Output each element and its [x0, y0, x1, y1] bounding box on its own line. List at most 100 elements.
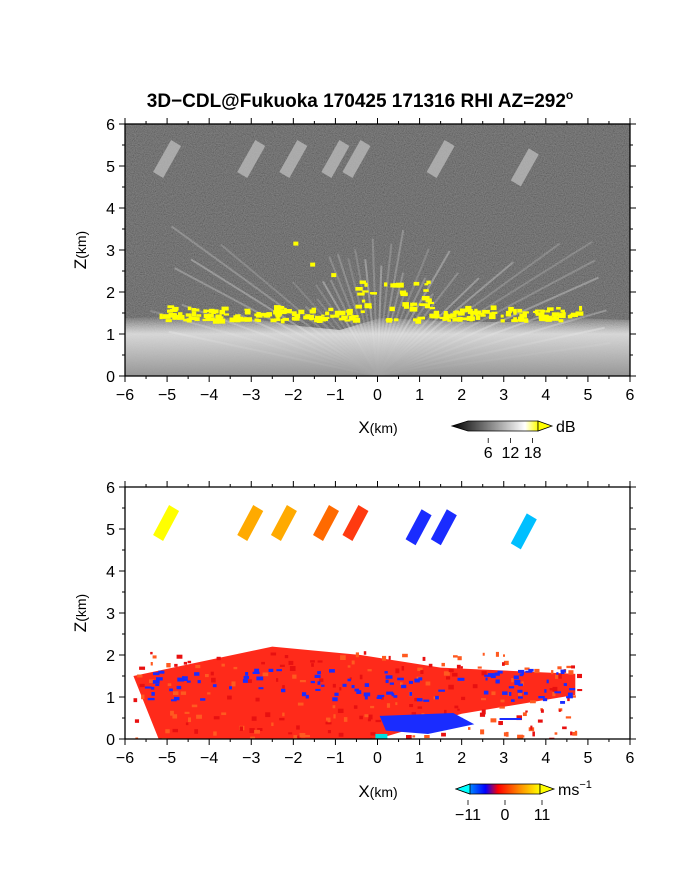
- reflectivity-yellow-cell: [402, 302, 409, 307]
- velocity-positive-cell: [502, 662, 505, 666]
- velocity-positive-cell: [461, 696, 466, 701]
- x-tick-label: −5: [158, 387, 176, 404]
- velocity-negative-cell: [186, 680, 191, 683]
- reflectivity-yellow-cell: [443, 315, 450, 321]
- velocity-streak: [153, 505, 180, 541]
- reflectivity-yellow-cell: [490, 315, 496, 319]
- y-tick-label: 1: [106, 690, 115, 707]
- velocity-positive-cell: [139, 666, 146, 670]
- reflectivity-yellow-cell: [338, 317, 347, 321]
- velocity-positive-cell: [503, 660, 509, 666]
- velocity-positive-cell: [173, 691, 179, 696]
- reflectivity-yellow-cell: [330, 314, 334, 318]
- velocity-positive-cell: [139, 683, 145, 688]
- x-tick-label: −2: [284, 387, 302, 404]
- reflectivity-yellow-cell: [384, 282, 388, 287]
- reflectivity-yellow-cell: [535, 309, 539, 314]
- velocity-positive-cell: [340, 655, 346, 661]
- velocity-positive-cell: [289, 666, 296, 671]
- velocity-negative-cell: [252, 671, 260, 674]
- reflectivity-yellow-cell: [459, 308, 468, 313]
- velocity-positive-cell: [500, 699, 505, 703]
- velocity-negative-cell: [332, 697, 338, 702]
- velocity-positive-cell: [172, 714, 178, 719]
- reflectivity-yellow-cell: [280, 318, 285, 324]
- velocity-negative-cell: [518, 683, 523, 687]
- velocity-negative-cell: [347, 678, 351, 682]
- reflectivity-yellow-cell: [500, 314, 504, 318]
- velocity-positive-cell: [482, 652, 485, 656]
- reflectivity-yellow-cell: [519, 313, 527, 318]
- velocity-positive-cell: [265, 712, 271, 718]
- velocity-positive-cell: [349, 677, 352, 680]
- velocity-streak: [237, 505, 264, 541]
- reflectivity-yellow-cell: [341, 315, 348, 319]
- reflectivity-yellow-cell: [517, 308, 523, 313]
- velocity-positive-cell: [172, 728, 178, 733]
- velocity-positive-cell: [359, 715, 363, 720]
- reflectivity-yellow-cell: [333, 314, 340, 317]
- reflectivity-yellow-cell: [418, 303, 423, 306]
- reflectivity-yellow-cell: [239, 317, 247, 322]
- velocity-positive-cell: [257, 728, 263, 731]
- reflectivity-yellow-cell: [244, 308, 251, 311]
- velocity-panel: −6 −5 −4 −3 −2 −1 0 1 2 3 4 5 6 0 1 2 3 4 5 6 X(km) Z(km) m…: [71, 480, 636, 824]
- y-tick-label: 1: [106, 327, 115, 344]
- velocity-positive-cell: [317, 660, 323, 663]
- velocity-positive-cell: [221, 712, 227, 716]
- reflectivity-yellow-cell: [412, 302, 418, 306]
- reflectivity-yellow-cell: [311, 307, 317, 313]
- velocity-positive-cell: [363, 651, 367, 655]
- velocity-negative-cell: [556, 672, 559, 675]
- velocity-colorbar-right-arrow: [539, 783, 556, 795]
- velocity-positive-cell: [351, 660, 355, 665]
- velocity-colorbar-left-arrow: [454, 783, 471, 795]
- velocity-negative-cell: [457, 677, 465, 681]
- velocity-negative-cell: [484, 674, 492, 677]
- reflectivity-yellow-cell: [263, 315, 271, 318]
- reflectivity-yellow-cell: [393, 318, 399, 322]
- reflectivity-yellow-cell: [233, 317, 241, 323]
- velocity-positive-cell: [211, 677, 216, 683]
- velocity-negative-cell: [182, 676, 185, 680]
- velocity-negative-cell: [544, 689, 547, 693]
- y-tick-label: 4: [106, 564, 115, 581]
- reflectivity-yellow-cell: [276, 315, 280, 320]
- reflectivity-yellow-cell: [547, 318, 551, 322]
- velocity-positive-cell: [454, 705, 459, 709]
- reflectivity-yellow-cell: [322, 317, 329, 321]
- velocity-negative-cell: [483, 690, 489, 695]
- velocity-negative-body: [379, 712, 475, 734]
- reflectivity-yellow-cell: [254, 318, 259, 322]
- reflectivity-yellow-cell: [479, 312, 485, 315]
- reflectivity-yellow-cell: [347, 308, 353, 314]
- velocity-negative-cell: [518, 669, 525, 673]
- reflectivity-yellow-cell: [575, 311, 584, 316]
- velocity-positive-cell: [297, 702, 304, 706]
- colorbar-tick-label: 18: [524, 445, 542, 462]
- velocity-positive-cell: [327, 717, 331, 723]
- velocity-positive-cell: [386, 703, 391, 708]
- x-tick-label: 2: [457, 387, 466, 404]
- velocity-positive-cell: [185, 722, 189, 726]
- velocity-positive-cell: [231, 681, 236, 687]
- reflectivity-yellow-cell: [443, 313, 449, 318]
- velocity-negative-cell: [151, 692, 155, 696]
- reflectivity-yellow-cell: [506, 310, 512, 314]
- velocity-negative-cell: [197, 680, 201, 684]
- velocity-positive-cell: [187, 660, 192, 664]
- velocity-negative-cell: [508, 692, 512, 696]
- velocity-upper-streaks: [153, 505, 537, 739]
- reflectivity-yellow-cell: [279, 307, 284, 310]
- velocity-positive-cell: [503, 654, 506, 657]
- x-tick-label: −4: [200, 750, 218, 767]
- velocity-positive-cell: [191, 704, 198, 708]
- reflectivity-yellow-cell: [183, 318, 189, 322]
- velocity-streak: [313, 505, 339, 541]
- velocity-negative-cell: [363, 692, 371, 697]
- velocity-positive-cell: [468, 727, 471, 730]
- reflectivity-yellow-cell: [389, 306, 395, 312]
- reflectivity-yellow-cell: [415, 319, 422, 324]
- velocity-positive-layer: [133, 646, 583, 739]
- reflectivity-yellow-cell: [399, 290, 407, 295]
